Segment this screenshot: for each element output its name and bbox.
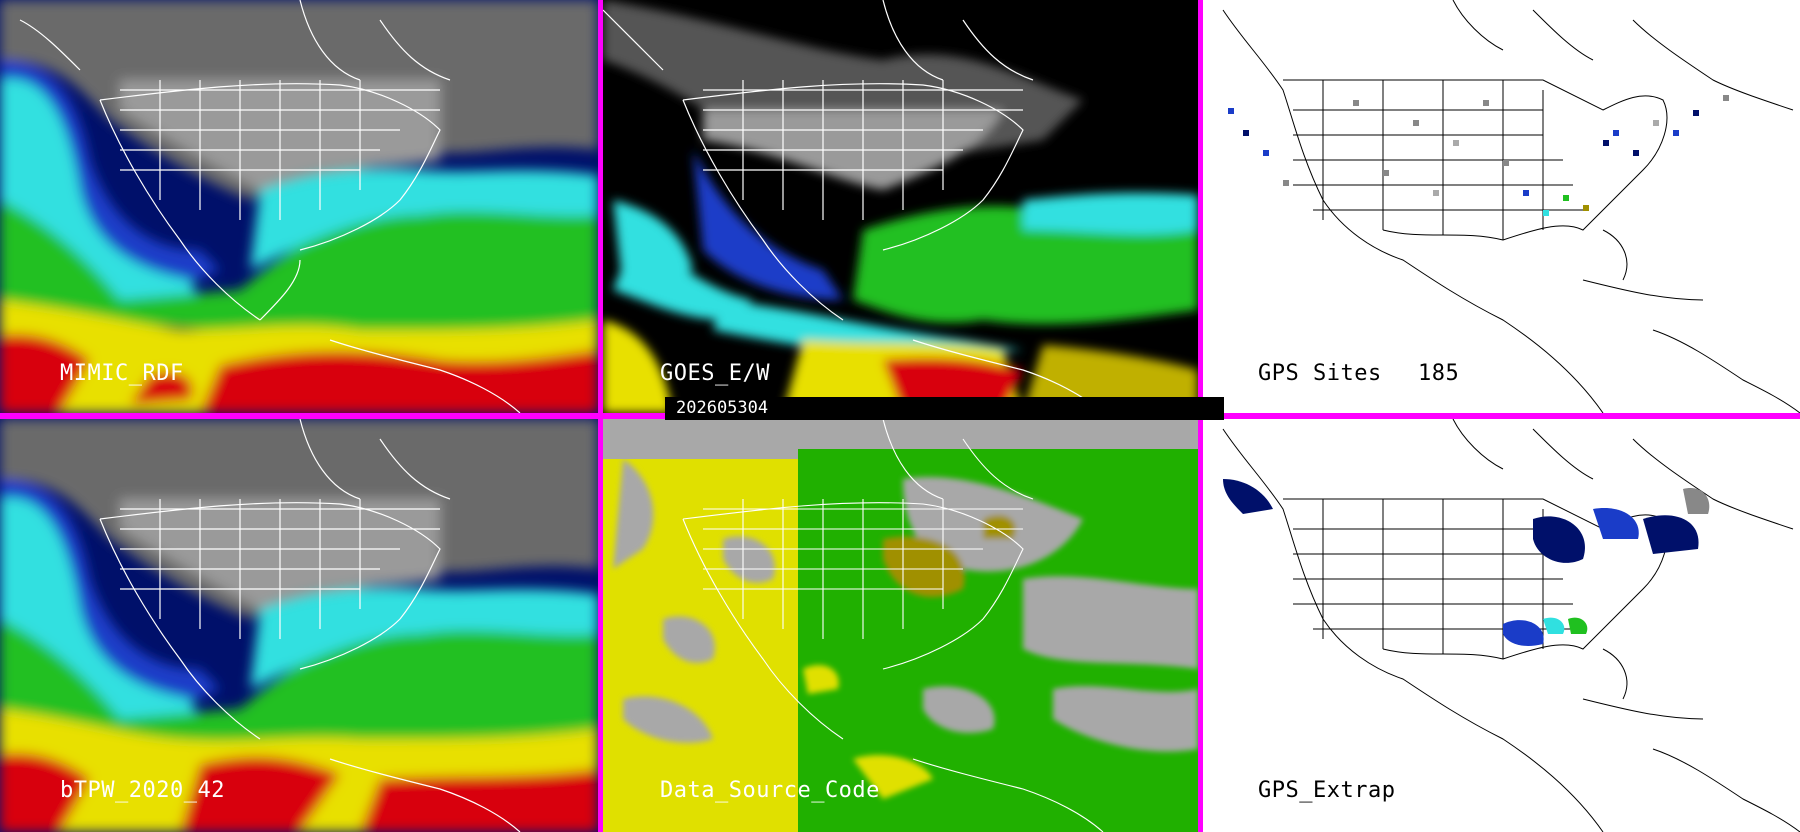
mimic-rdf-panel: MIMIC_RDF bbox=[0, 0, 598, 413]
goes-ew-coastlines bbox=[603, 0, 1104, 413]
goes-ew-label: GOES_E/W bbox=[660, 361, 770, 386]
panel-divider-vertical-left bbox=[598, 0, 603, 832]
timestamp-bar: 202605304 bbox=[665, 397, 1224, 420]
mimic-rdf-coastlines bbox=[19, 0, 521, 413]
gps-sites-markers bbox=[1228, 95, 1729, 216]
btpw-map bbox=[0, 419, 598, 832]
data-source-code-map bbox=[603, 419, 1198, 832]
gps-sites-label: GPS Sites bbox=[1258, 361, 1382, 386]
gps-sites-panel: GPS Sites 185 bbox=[1203, 0, 1800, 413]
btpw-label: bTPW_2020_42 bbox=[60, 778, 225, 803]
btpw-coastlines bbox=[99, 419, 521, 832]
goes-ew-panel: GOES_E/W bbox=[603, 0, 1198, 413]
gps-extrap-panel: GPS_Extrap bbox=[1203, 419, 1800, 832]
gps-extrap-map bbox=[1222, 419, 1800, 832]
goes-ew-map bbox=[603, 0, 1198, 413]
data-source-code-label: Data_Source_Code bbox=[660, 778, 880, 803]
btpw-panel: bTPW_2020_42 bbox=[0, 419, 598, 832]
data-source-code-coastlines bbox=[682, 419, 1104, 832]
gps-extrap-regions bbox=[1223, 479, 1710, 646]
gps-sites-outlines bbox=[1222, 0, 1800, 413]
data-source-code-panel: Data_Source_Code bbox=[603, 419, 1198, 832]
mimic-rdf-label: MIMIC_RDF bbox=[60, 361, 184, 386]
mimic-rdf-map bbox=[0, 0, 598, 413]
gps-sites-map bbox=[1222, 0, 1800, 413]
gps-sites-count: 185 bbox=[1418, 361, 1460, 386]
gps-extrap-label: GPS_Extrap bbox=[1258, 778, 1396, 803]
